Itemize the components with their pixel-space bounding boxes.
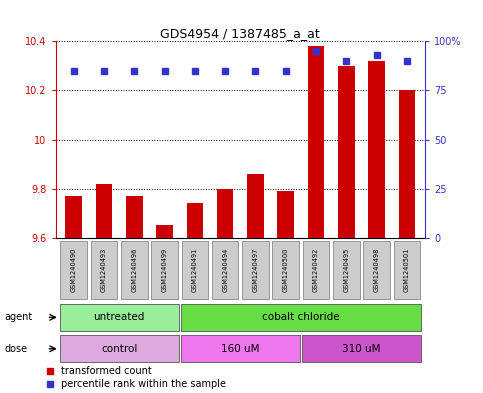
Text: GSM1240491: GSM1240491 <box>192 248 198 292</box>
Text: transformed count: transformed count <box>61 366 152 376</box>
Title: GDS4954 / 1387485_a_at: GDS4954 / 1387485_a_at <box>160 27 320 40</box>
FancyBboxPatch shape <box>181 335 299 362</box>
Bar <box>96 184 113 238</box>
Bar <box>126 196 142 238</box>
Bar <box>247 174 264 238</box>
Text: GSM1240490: GSM1240490 <box>71 248 77 292</box>
FancyBboxPatch shape <box>60 241 87 299</box>
FancyBboxPatch shape <box>363 241 390 299</box>
FancyBboxPatch shape <box>394 241 420 299</box>
Text: untreated: untreated <box>93 312 145 322</box>
Bar <box>308 46 325 238</box>
FancyBboxPatch shape <box>60 335 179 362</box>
Bar <box>277 191 294 238</box>
Text: 160 uM: 160 uM <box>221 344 259 354</box>
Bar <box>186 204 203 238</box>
Text: percentile rank within the sample: percentile rank within the sample <box>61 379 226 389</box>
FancyBboxPatch shape <box>212 241 239 299</box>
FancyBboxPatch shape <box>182 241 208 299</box>
FancyBboxPatch shape <box>91 241 117 299</box>
FancyBboxPatch shape <box>151 241 178 299</box>
FancyBboxPatch shape <box>302 335 421 362</box>
Bar <box>368 61 385 238</box>
Bar <box>398 90 415 238</box>
Text: GSM1240493: GSM1240493 <box>101 248 107 292</box>
FancyBboxPatch shape <box>242 241 269 299</box>
Text: agent: agent <box>5 312 33 322</box>
Text: 310 uM: 310 uM <box>342 344 381 354</box>
Bar <box>217 189 233 238</box>
FancyBboxPatch shape <box>121 241 148 299</box>
FancyBboxPatch shape <box>60 304 179 331</box>
FancyBboxPatch shape <box>181 304 421 331</box>
Text: GSM1240492: GSM1240492 <box>313 248 319 292</box>
Text: GSM1240500: GSM1240500 <box>283 248 289 292</box>
Bar <box>156 226 173 238</box>
Text: GSM1240499: GSM1240499 <box>162 248 168 292</box>
FancyBboxPatch shape <box>272 241 299 299</box>
Bar <box>65 196 82 238</box>
Text: dose: dose <box>5 344 28 354</box>
Text: GSM1240501: GSM1240501 <box>404 248 410 292</box>
Bar <box>338 66 355 238</box>
Text: control: control <box>101 344 137 354</box>
Text: GSM1240496: GSM1240496 <box>131 248 137 292</box>
Text: GSM1240497: GSM1240497 <box>253 248 258 292</box>
Text: GSM1240495: GSM1240495 <box>343 248 349 292</box>
FancyBboxPatch shape <box>333 241 360 299</box>
Text: GSM1240498: GSM1240498 <box>373 248 380 292</box>
FancyBboxPatch shape <box>303 241 329 299</box>
Text: cobalt chloride: cobalt chloride <box>262 312 340 322</box>
Text: GSM1240494: GSM1240494 <box>222 248 228 292</box>
